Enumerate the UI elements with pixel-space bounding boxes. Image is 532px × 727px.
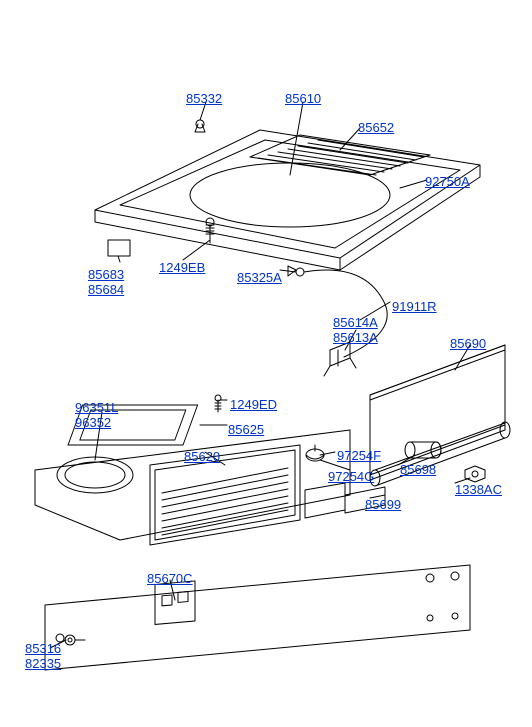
- part-label-85332[interactable]: 85332: [186, 92, 222, 105]
- part-label-97254G[interactable]: 97254G: [328, 470, 374, 483]
- part-label-85316[interactable]: 85316: [25, 642, 61, 655]
- part-label-92750A[interactable]: 92750A: [425, 175, 470, 188]
- part-label-85683[interactable]: 85683: [88, 268, 124, 281]
- part-label-85325A[interactable]: 85325A: [237, 271, 282, 284]
- part-label-1249EB[interactable]: 1249EB: [159, 261, 205, 274]
- part-label-85620[interactable]: 85620: [184, 450, 220, 463]
- part-label-85684[interactable]: 85684: [88, 283, 124, 296]
- part-label-97254F[interactable]: 97254F: [337, 449, 381, 462]
- part-label-85690[interactable]: 85690: [450, 337, 486, 350]
- part-label-96352[interactable]: 96352: [75, 416, 118, 429]
- part-label-82335[interactable]: 82335: [25, 657, 61, 670]
- part-label-85625[interactable]: 85625: [228, 423, 264, 436]
- part-label-85699[interactable]: 85699: [365, 498, 401, 511]
- diagram-container: { "labels": { "p85332": {"text": "85332"…: [0, 0, 532, 727]
- part-label-96351L[interactable]: 96351L: [75, 401, 118, 414]
- part-label-91911R[interactable]: 91911R: [392, 300, 437, 313]
- part-label-1338AC[interactable]: 1338AC: [455, 483, 502, 496]
- part-label-85613A[interactable]: 85613A: [333, 331, 378, 344]
- part-label-85670C[interactable]: 85670C: [147, 572, 193, 585]
- part-label-85652[interactable]: 85652: [358, 121, 394, 134]
- part-label-85610[interactable]: 85610: [285, 92, 321, 105]
- part-label-1249ED[interactable]: 1249ED: [230, 398, 277, 411]
- part-label-85614A[interactable]: 85614A: [333, 316, 378, 329]
- parts-illustration: [0, 0, 532, 727]
- part-label-85698[interactable]: 85698: [400, 463, 436, 476]
